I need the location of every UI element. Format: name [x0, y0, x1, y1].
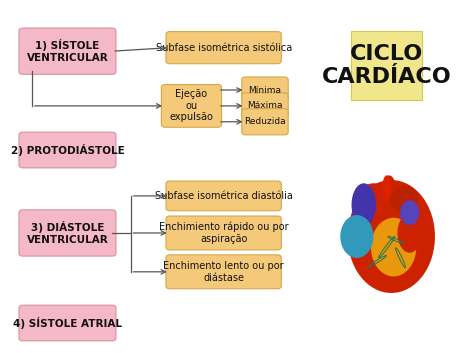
Text: Enchimento lento ou por
diástase: Enchimento lento ou por diástase — [164, 261, 284, 283]
FancyBboxPatch shape — [19, 132, 116, 168]
Text: 1) SÍSTOLE
VENTRICULAR: 1) SÍSTOLE VENTRICULAR — [27, 40, 109, 63]
Ellipse shape — [383, 175, 391, 200]
Ellipse shape — [347, 180, 435, 293]
Text: Máxima: Máxima — [247, 101, 283, 110]
FancyBboxPatch shape — [166, 181, 281, 211]
Ellipse shape — [340, 215, 374, 258]
FancyBboxPatch shape — [242, 93, 288, 119]
Text: Enchimiento rápido ou por
aspiração: Enchimiento rápido ou por aspiração — [159, 222, 289, 244]
Ellipse shape — [371, 218, 416, 276]
FancyBboxPatch shape — [242, 109, 288, 135]
Text: Subfase isométrica sistólica: Subfase isométrica sistólica — [155, 43, 292, 53]
Ellipse shape — [390, 186, 419, 213]
Text: Ejeção
ou
expulsão: Ejeção ou expulsão — [170, 89, 213, 122]
Text: 4) SÍSTOLE ATRIAL: 4) SÍSTOLE ATRIAL — [13, 317, 122, 329]
Text: 2) PROTODIÁSTOLE: 2) PROTODIÁSTOLE — [10, 144, 124, 156]
FancyBboxPatch shape — [351, 31, 422, 100]
FancyBboxPatch shape — [166, 216, 281, 250]
Text: Subfase isométrica diastólia: Subfase isométrica diastólia — [155, 191, 292, 201]
Text: CICLO
CARDÍACO: CICLO CARDÍACO — [322, 44, 452, 87]
Ellipse shape — [357, 183, 391, 215]
FancyBboxPatch shape — [19, 305, 116, 341]
Text: Mínima: Mínima — [248, 85, 282, 95]
FancyBboxPatch shape — [166, 255, 281, 289]
Text: 3) DIÁSTOLE
VENTRICULAR: 3) DIÁSTOLE VENTRICULAR — [27, 221, 109, 245]
FancyBboxPatch shape — [162, 84, 221, 127]
FancyBboxPatch shape — [242, 77, 288, 103]
FancyBboxPatch shape — [166, 32, 281, 64]
FancyBboxPatch shape — [19, 28, 116, 74]
Ellipse shape — [398, 213, 422, 253]
Ellipse shape — [383, 175, 395, 196]
Ellipse shape — [352, 183, 376, 226]
Text: Reduzida: Reduzida — [244, 117, 286, 126]
Ellipse shape — [400, 200, 419, 225]
FancyBboxPatch shape — [19, 210, 116, 256]
